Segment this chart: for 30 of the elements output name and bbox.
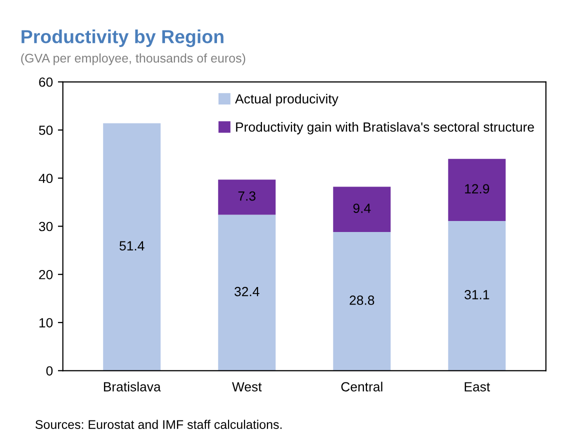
y-tick-label: 60 — [39, 77, 53, 87]
data-label: 32.4 — [234, 286, 260, 296]
data-label: 31.1 — [464, 290, 490, 300]
data-label: 51.4 — [120, 241, 144, 251]
x-tick-label: West — [232, 382, 262, 392]
y-tick-label: 50 — [38, 126, 53, 135]
legend-label: Productivity gain with Bratislava's sectoral structure — [236, 122, 534, 134]
bar — [333, 186, 391, 232]
y-tick-label: 30 — [38, 222, 53, 232]
source-note: Sources: Eurostat and IMF staff calculations. — [35, 420, 282, 429]
bar — [448, 158, 506, 221]
bar — [333, 232, 391, 371]
data-label: 7.3 — [238, 191, 256, 201]
x-tick-label: Bratislava — [104, 382, 161, 392]
chart-subtitle: (GVA per employee, thousands of euros) — [21, 53, 246, 66]
chart-title: Productivity by Region — [22, 30, 224, 48]
x-tick-label: Central — [341, 382, 382, 392]
bar — [103, 123, 161, 371]
legend-label: Actual producivity — [235, 94, 338, 106]
data-label: 28.8 — [350, 296, 374, 305]
y-tick-label: 40 — [38, 174, 53, 184]
bar — [218, 180, 276, 215]
y-tick-label: 0 — [46, 366, 53, 376]
data-label: 9.4 — [353, 204, 371, 213]
y-tick-label: 10 — [39, 318, 53, 328]
y-tick-label: 20 — [39, 270, 53, 280]
bar — [218, 214, 276, 371]
bar — [448, 220, 506, 371]
data-label: 12.9 — [465, 184, 490, 194]
x-tick-label: East — [464, 382, 490, 392]
